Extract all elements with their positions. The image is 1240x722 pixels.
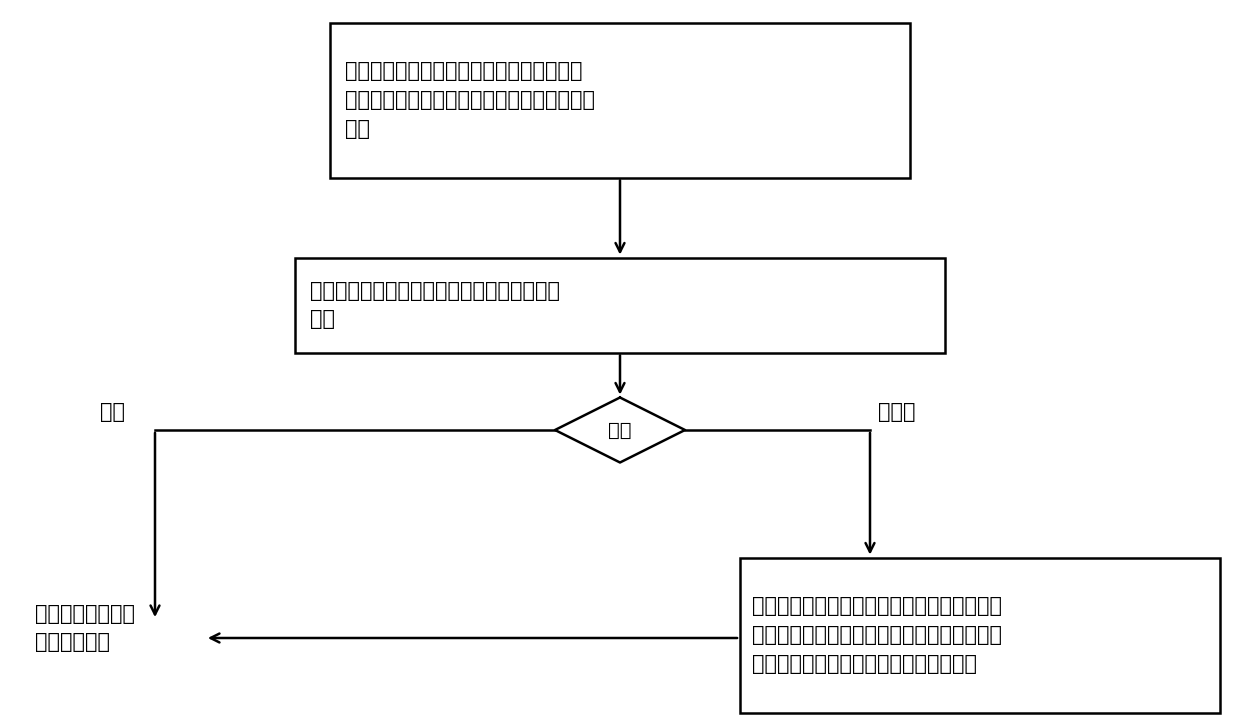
Text: 不相符: 不相符 <box>878 402 915 422</box>
Bar <box>330 22 910 178</box>
Text: 训练停止，生成地
震液化势模型: 训练停止，生成地 震液化势模型 <box>35 604 135 653</box>
Text: 相符: 相符 <box>100 402 125 422</box>
Text: 将经过输出层得到的响应与预设的期望值进行
比较: 将经过输出层得到的响应与预设的期望值进行 比较 <box>310 281 560 329</box>
Text: 当响应与期望值不符时，计算响应与期望值的
误差，并从隐藏层向输入层进行反向传播，直
至输出层得到的响应与预设的期望值相符: 当响应与期望值不符时，计算响应与期望值的 误差，并从隐藏层向输入层进行反向传播，… <box>751 596 1002 674</box>
Bar <box>295 258 945 352</box>
Text: 将训练集中的液化判别指标作为输入层的数
据，经过隐藏层的处理和非线性变换传向给输
出层: 将训练集中的液化判别指标作为输入层的数 据，经过隐藏层的处理和非线性变换传向给输… <box>345 61 595 139</box>
Bar <box>740 557 1220 713</box>
Text: 比较: 比较 <box>609 420 631 440</box>
